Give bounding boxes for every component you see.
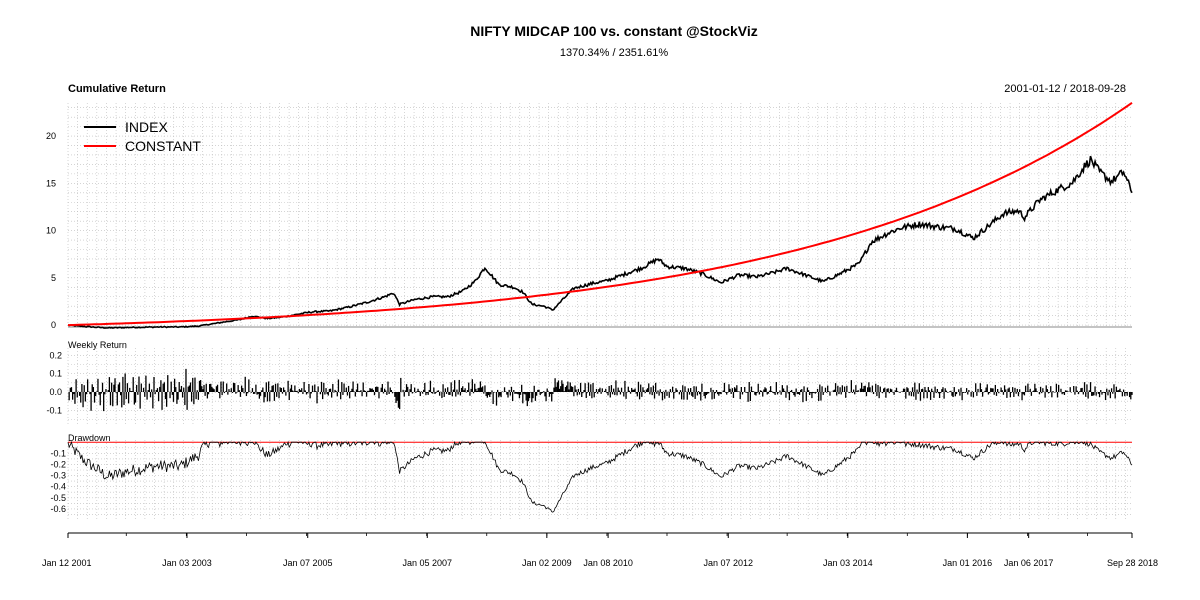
drawdown-panel-label: Drawdown [68, 433, 111, 443]
x-tick-label: Jan 05 2007 [402, 558, 452, 568]
drawdown-line [67, 440, 1133, 513]
y-tick-label: 0 [51, 320, 56, 330]
x-tick-label: Jan 03 2014 [823, 558, 873, 568]
x-tick-label: Jan 06 2017 [1004, 558, 1054, 568]
y-tick-label: 20 [46, 131, 56, 141]
x-tick-label: Jan 07 2005 [283, 558, 333, 568]
y-tick-label: -0.3 [50, 471, 66, 481]
y-tick-label: 15 [46, 178, 56, 188]
y-tick-label: 10 [46, 226, 56, 236]
constant-line [67, 101, 1133, 327]
x-tick-label: Jan 07 2012 [703, 558, 753, 568]
y-tick-label: -0.5 [50, 493, 66, 503]
y-tick-label: -0.4 [50, 482, 66, 492]
y-tick-label: -0.1 [50, 448, 66, 458]
y-tick-label: 0.0 [49, 387, 62, 397]
y-tick-label: 5 [51, 273, 56, 283]
legend-label-index: INDEX [125, 119, 168, 135]
series-layer [67, 101, 1133, 513]
chart-title: NIFTY MIDCAP 100 vs. constant @StockViz [470, 23, 758, 39]
x-tick-label: Jan 08 2010 [583, 558, 633, 568]
date-range-label: 2001-01-12 / 2018-09-28 [1004, 83, 1126, 95]
y-tick-label: 0.2 [49, 350, 62, 360]
weekly-panel-label: Weekly Return [68, 340, 127, 350]
x-tick-label: Jan 12 2001 [42, 558, 92, 568]
y-tick-label: -0.6 [50, 504, 66, 514]
x-tick-label: Jan 02 2009 [522, 558, 572, 568]
x-tick-label: Jan 01 2016 [943, 558, 993, 568]
axis-layer: 0 5 10 15 20 -0.1 0.0 0.1 0.2 -0.6-0.5-0.4-0.3 -0.… [42, 131, 1158, 568]
grid-layer [67, 103, 1132, 520]
legend: INDEX CONSTANT [84, 119, 201, 154]
cumulative-panel-label: Cumulative Return [68, 83, 166, 95]
index-line [67, 155, 1133, 329]
x-tick-label: Sep 28 2018 [1107, 558, 1158, 568]
legend-label-constant: CONSTANT [125, 138, 201, 154]
chart-subtitle: 1370.34% / 2351.61% [560, 47, 668, 59]
y-tick-label: -0.2 [50, 459, 66, 469]
y-tick-label: -0.1 [46, 405, 62, 415]
y-tick-label: 0.1 [49, 369, 62, 379]
x-tick-label: Jan 03 2003 [162, 558, 212, 568]
